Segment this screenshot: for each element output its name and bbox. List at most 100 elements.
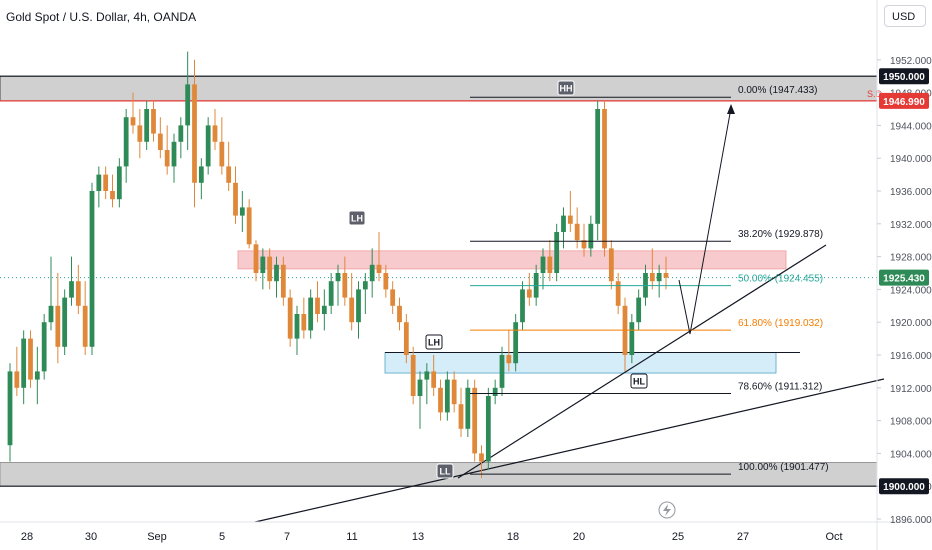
candle-body (89, 191, 95, 347)
candle-body (567, 215, 573, 224)
candle-body (581, 240, 587, 249)
x-tick-label: 7 (284, 531, 290, 543)
x-tick-label: 18 (507, 531, 519, 543)
x-tick-label: 5 (219, 531, 225, 543)
candle-body (110, 191, 115, 200)
y-tick-label: 1928.000 (890, 253, 932, 264)
y-tick-label: 1916.000 (890, 351, 932, 362)
candle-body (246, 207, 252, 245)
candle-body (397, 305, 402, 323)
candle-body (62, 297, 68, 347)
candle-body (520, 289, 525, 323)
x-tick-label: 27 (737, 531, 749, 543)
candle-body (226, 166, 232, 183)
y-tick-label: 1912.000 (890, 384, 932, 395)
candle-body (356, 289, 361, 323)
candle-body (28, 338, 33, 380)
candle-body (321, 305, 327, 314)
price-tag (879, 68, 929, 85)
candle-body (608, 248, 614, 282)
candle-body (438, 387, 443, 413)
candle-body (239, 207, 245, 216)
candle-body (663, 273, 669, 278)
x-tick-label: 30 (85, 531, 97, 543)
candle-body (342, 273, 348, 298)
candle-body (21, 338, 27, 388)
candle-body (205, 125, 211, 167)
candle-body (55, 305, 61, 347)
candle-body (274, 264, 279, 282)
price-tag-label: 1925.430 (883, 274, 925, 285)
candle-body (301, 314, 307, 331)
candle-body (267, 256, 273, 282)
candle-body (554, 232, 560, 273)
candle-body (157, 133, 163, 150)
candle-body (7, 371, 13, 446)
candle-body (82, 305, 88, 347)
currency-button[interactable]: USD (884, 5, 926, 27)
candle-body (349, 297, 355, 323)
candle-body (479, 453, 484, 462)
annotation-box (436, 463, 454, 479)
annotation-label: LH (428, 338, 440, 348)
candle-body (308, 297, 314, 331)
annotation-box (425, 334, 443, 350)
y-tick-label: 1896.000 (890, 515, 932, 526)
projection-path (678, 107, 732, 335)
candle-body (547, 256, 553, 273)
candle-body (96, 174, 102, 191)
candle-body (130, 117, 136, 126)
candle-body (602, 109, 607, 249)
candle-body (472, 387, 478, 454)
y-tick-label: 1944.000 (890, 121, 932, 132)
candle-body (233, 182, 238, 216)
candle-body (588, 223, 594, 249)
candle-body (219, 141, 225, 167)
chart-title: Gold Spot / U.S. Dollar, 4h, OANDA (6, 10, 197, 24)
price-tag-label: 1946.990 (883, 97, 925, 108)
x-tick-label: Oct (825, 531, 842, 543)
x-tick-label: 11 (346, 531, 357, 543)
y-tick-label: 1908.000 (890, 417, 932, 428)
candle-body (34, 371, 40, 380)
candle-body (328, 281, 334, 306)
lower-trendline (254, 378, 885, 523)
projection-arrowhead (727, 104, 735, 114)
y-tick-label: 1952.000 (890, 56, 932, 67)
candle-body (212, 125, 218, 142)
x-tick-label: 28 (21, 531, 33, 543)
fib-label: 38.20% (1929.878) (738, 229, 823, 240)
candle-body (137, 125, 143, 142)
candle-body (123, 117, 129, 167)
fib-label: 61.80% (1919.032) (738, 318, 823, 329)
candle-body (431, 371, 437, 388)
candle-body (465, 387, 471, 429)
candle-body (540, 256, 546, 273)
candle-body (403, 322, 409, 355)
candle-body (198, 166, 204, 183)
annotation-box (348, 210, 366, 226)
price-tag (879, 92, 929, 109)
fib-label: 78.60% (1911.312) (738, 381, 822, 392)
candle-body (178, 125, 184, 142)
candle-body (410, 355, 416, 396)
candle-body (362, 281, 368, 290)
candle-body (417, 379, 423, 396)
candle-body (287, 297, 293, 339)
candle-body (315, 297, 320, 314)
fib-label: 50.00% (1924.455) (738, 274, 823, 285)
candle-body (485, 396, 491, 462)
candle-body (506, 355, 512, 364)
y-tick-label: 1920.000 (890, 318, 932, 329)
fib-label: 0.00% (1947.433) (738, 85, 818, 96)
sd-label: S.D (867, 89, 883, 99)
candle-body (280, 264, 286, 298)
price-tag-label: 1900.000 (883, 482, 925, 493)
candle-body (69, 281, 74, 298)
candle-body (574, 223, 580, 241)
candle-body (164, 150, 170, 167)
x-tick-label: Sep (147, 531, 167, 543)
price-tag (879, 269, 929, 286)
candle-body (75, 281, 81, 306)
